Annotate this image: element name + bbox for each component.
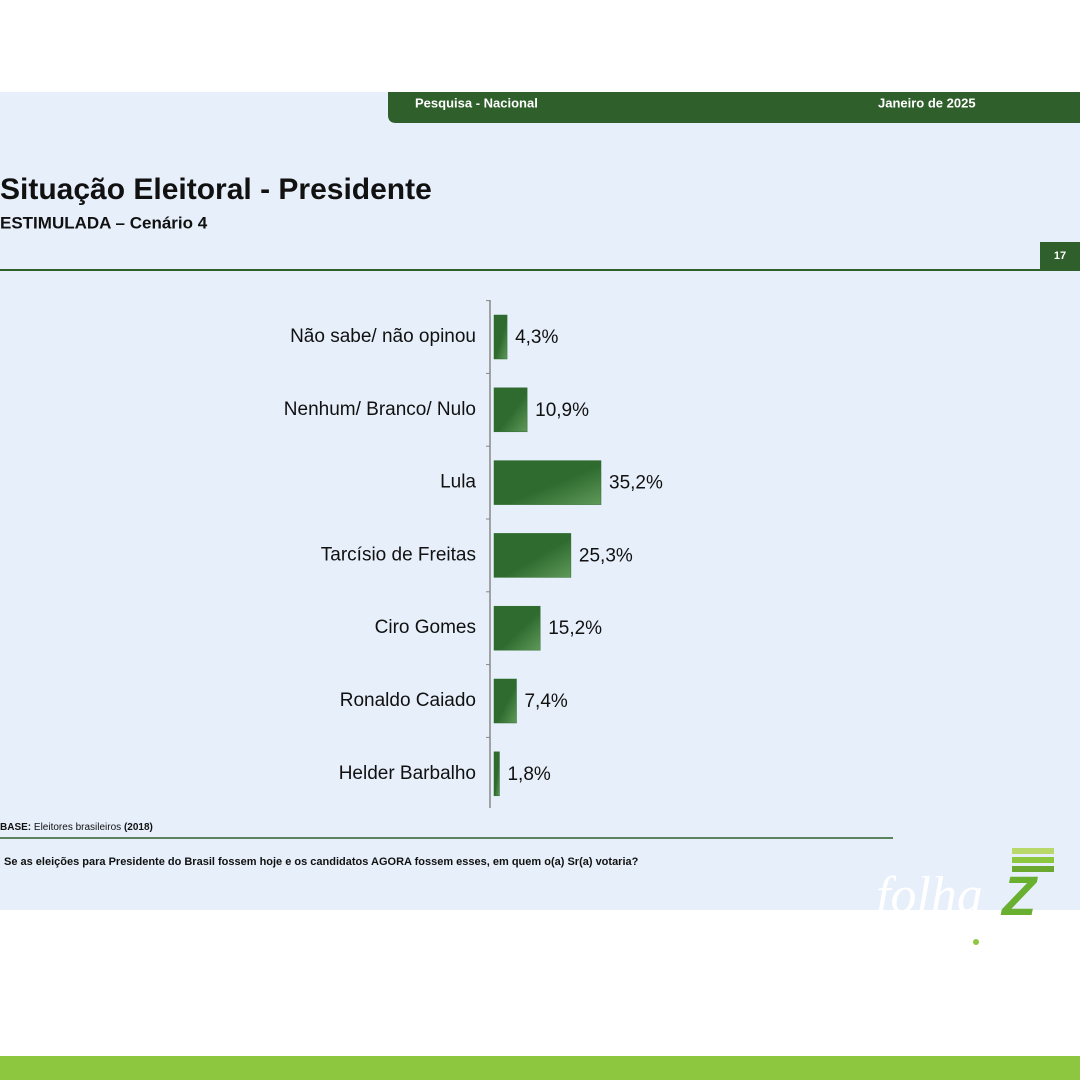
logo-word: folha — [876, 867, 983, 924]
page-number: 17 — [1054, 250, 1066, 262]
bar — [493, 460, 602, 505]
category-label: Ronaldo Caiado — [340, 690, 476, 711]
bar — [493, 314, 508, 360]
value-label: 7,4% — [524, 691, 567, 712]
logo-letter: Z — [1000, 864, 1038, 927]
header-left: Pesquisa - Nacional — [415, 95, 538, 110]
value-label: 35,2% — [609, 473, 663, 494]
bar — [493, 751, 500, 797]
logo-dot — [973, 939, 979, 945]
logo-stripe — [1012, 857, 1054, 863]
value-label: 4,3% — [515, 327, 558, 348]
chart-subtitle: ESTIMULADA – Cenário 4 — [0, 213, 208, 232]
base-text: Eleitores brasileiros — [34, 822, 121, 833]
logo: folha Z — [876, 848, 1054, 945]
bar — [493, 533, 572, 578]
logo-stripe — [1012, 848, 1054, 854]
category-label: Não sabe/ não opinou — [290, 326, 476, 347]
question: Se as eleições para Presidente do Brasil… — [4, 856, 639, 868]
logo-stripe — [1012, 866, 1054, 872]
base-note: BASE: Eleitores brasileiros (2018) — [0, 822, 153, 833]
base-label: BASE: — [0, 822, 31, 833]
value-label: 25,3% — [579, 545, 633, 566]
category-label: Helder Barbalho — [339, 763, 476, 784]
header-right: Janeiro de 2025 — [878, 95, 976, 110]
bar — [493, 678, 517, 724]
bottom-strip — [0, 1056, 1080, 1080]
value-label: 1,8% — [507, 764, 550, 785]
base-year: (2018) — [124, 822, 153, 833]
bar — [493, 605, 541, 651]
category-label: Tarcísio de Freitas — [321, 544, 476, 565]
value-label: 15,2% — [548, 618, 602, 639]
value-label: 10,9% — [535, 400, 589, 421]
category-label: Ciro Gomes — [375, 617, 476, 638]
category-label: Lula — [440, 472, 476, 493]
page-number-box — [1040, 242, 1080, 271]
chart-title: Situação Eleitoral - Presidente — [0, 173, 432, 206]
header-bar — [388, 92, 1080, 123]
bar — [493, 387, 528, 433]
category-label: Nenhum/ Branco/ Nulo — [284, 399, 476, 420]
